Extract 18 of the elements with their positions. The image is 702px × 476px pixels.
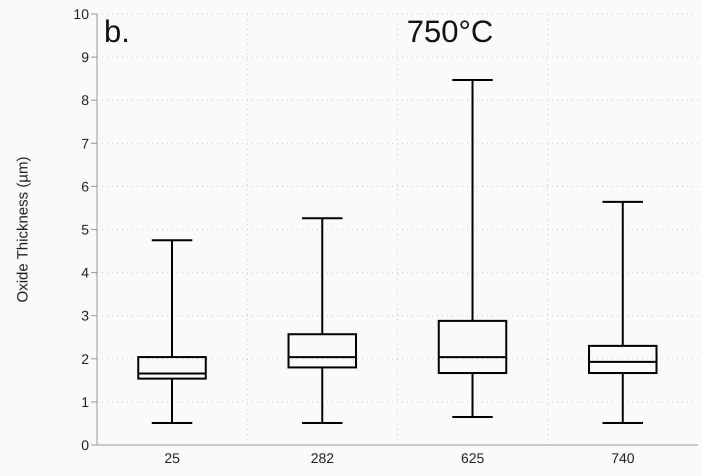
y-tick-label: 5 <box>81 221 90 238</box>
y-tick-label: 7 <box>81 135 90 152</box>
x-tick-label: 740 <box>611 450 635 466</box>
y-tick-label: 10 <box>73 6 90 22</box>
y-tick-label: 8 <box>81 92 90 108</box>
y-tick-label: 0 <box>81 436 90 453</box>
chart-title: 750°C <box>406 14 494 50</box>
y-tick-label: 2 <box>81 350 90 367</box>
y-axis-title: Oxide Thickness (µm) <box>14 156 32 302</box>
x-tick-label: 625 <box>460 450 485 466</box>
y-tick-label: 6 <box>81 178 90 194</box>
annotation: b. <box>104 14 130 50</box>
y-tick-label: 4 <box>81 264 90 281</box>
x-tick-label: 282 <box>310 450 334 466</box>
x-tick-label: 25 <box>164 450 180 466</box>
y-tick-label: 1 <box>81 394 90 410</box>
y-tick-label: 3 <box>81 308 90 324</box>
y-tick-label: 9 <box>81 49 90 66</box>
